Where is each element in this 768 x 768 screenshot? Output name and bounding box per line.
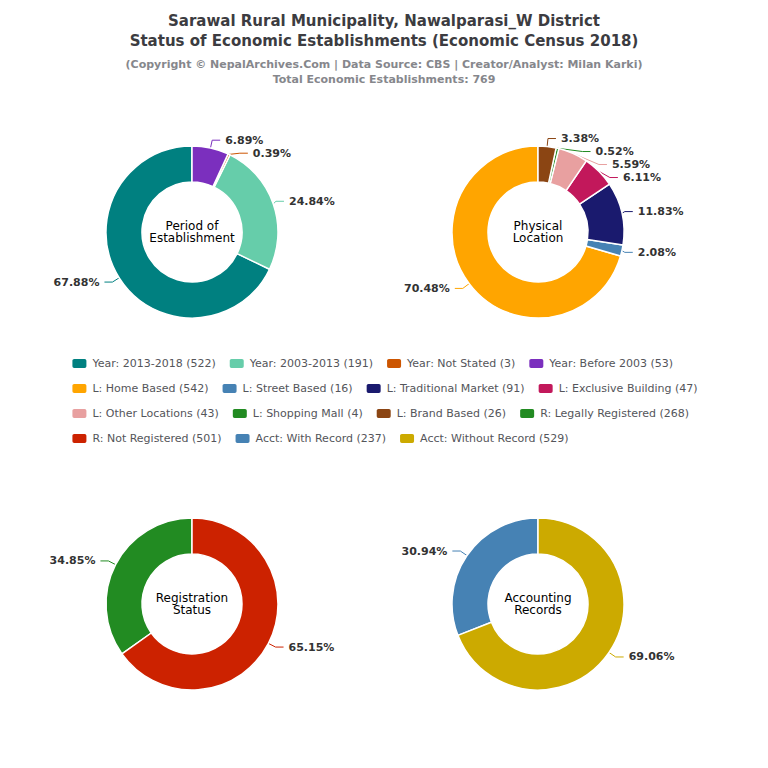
svg-text:0.39%: 0.39% (253, 147, 291, 160)
svg-text:Status: Status (173, 603, 211, 617)
svg-text:Year: Not Stated (3): Year: Not Stated (3) (406, 357, 515, 370)
svg-text:L: Shopping Mall (4): L: Shopping Mall (4) (253, 407, 363, 420)
svg-text:67.88%: 67.88% (54, 276, 100, 289)
svg-text:34.85%: 34.85% (50, 554, 96, 567)
svg-text:65.15%: 65.15% (289, 641, 335, 654)
svg-text:6.89%: 6.89% (225, 134, 263, 147)
svg-text:2.08%: 2.08% (638, 246, 676, 259)
svg-text:L: Brand Based (26): L: Brand Based (26) (397, 407, 506, 420)
svg-text:Year: 2013-2018 (522): Year: 2013-2018 (522) (91, 357, 215, 370)
svg-text:Period of: Period of (165, 219, 219, 233)
svg-text:Status of Economic Establishme: Status of Economic Establishments (Econo… (130, 32, 639, 50)
svg-text:R: Legally Registered (268): R: Legally Registered (268) (540, 407, 689, 420)
svg-text:L: Exclusive Building (47): L: Exclusive Building (47) (559, 382, 698, 395)
svg-text:Acct: Without Record (529): Acct: Without Record (529) (420, 432, 569, 445)
svg-text:11.83%: 11.83% (638, 205, 684, 218)
svg-text:L: Traditional Market (91): L: Traditional Market (91) (387, 382, 525, 395)
svg-text:24.84%: 24.84% (289, 195, 335, 208)
svg-text:6.11%: 6.11% (623, 171, 661, 184)
svg-text:Location: Location (513, 231, 564, 245)
svg-text:69.06%: 69.06% (629, 650, 675, 663)
svg-text:L: Other Locations (43): L: Other Locations (43) (92, 407, 218, 420)
svg-text:L: Home Based (542): L: Home Based (542) (92, 382, 208, 395)
svg-text:Total Economic Establishments:: Total Economic Establishments: 769 (273, 73, 496, 86)
svg-text:Physical: Physical (513, 219, 563, 233)
svg-text:Year: 2003-2013 (191): Year: 2003-2013 (191) (249, 357, 373, 370)
svg-text:Year: Before 2003 (53): Year: Before 2003 (53) (548, 357, 673, 370)
svg-text:5.59%: 5.59% (612, 158, 650, 171)
svg-text:3.38%: 3.38% (561, 132, 599, 145)
svg-text:Registration: Registration (155, 591, 229, 605)
svg-text:0.52%: 0.52% (596, 145, 634, 158)
svg-text:L: Street Based (16): L: Street Based (16) (243, 382, 353, 395)
svg-text:(Copyright © NepalArchives.Com: (Copyright © NepalArchives.Com | Data So… (126, 58, 643, 71)
svg-text:70.48%: 70.48% (404, 282, 450, 295)
svg-text:Records: Records (514, 603, 562, 617)
svg-text:Establishment: Establishment (149, 231, 235, 245)
svg-text:Sarawal Rural Municipality, Na: Sarawal Rural Municipality, Nawalparasi_… (168, 12, 600, 30)
svg-text:R: Not Registered (501): R: Not Registered (501) (92, 432, 221, 445)
svg-text:30.94%: 30.94% (402, 545, 448, 558)
svg-text:Accounting: Accounting (504, 591, 572, 605)
svg-text:Acct: With Record (237): Acct: With Record (237) (256, 432, 386, 445)
